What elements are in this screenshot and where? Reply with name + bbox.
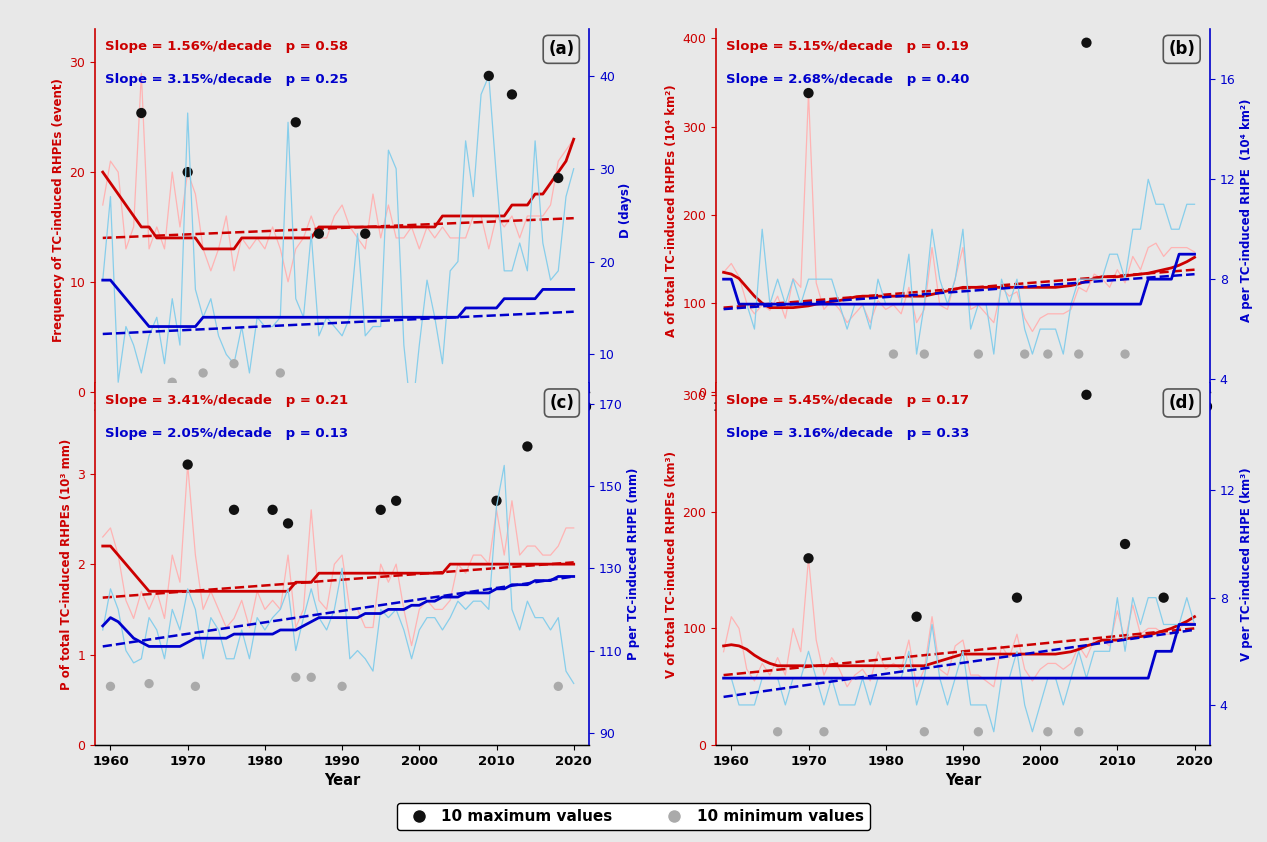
Point xyxy=(487,494,507,508)
Point xyxy=(517,440,537,453)
Point xyxy=(502,88,522,101)
Point xyxy=(1153,591,1173,605)
X-axis label: Year: Year xyxy=(945,774,981,788)
Point xyxy=(224,357,245,370)
Y-axis label: A per TC-induced RHPE  (10⁴ km²): A per TC-induced RHPE (10⁴ km²) xyxy=(1239,99,1253,322)
Text: Slope = 3.15%/decade   p = 0.25: Slope = 3.15%/decade p = 0.25 xyxy=(105,73,348,86)
Text: Slope = 5.45%/decade   p = 0.17: Slope = 5.45%/decade p = 0.17 xyxy=(726,394,969,407)
Point xyxy=(432,385,452,398)
Point xyxy=(549,679,569,693)
Point xyxy=(968,725,988,738)
Point xyxy=(798,87,818,100)
Point xyxy=(1068,725,1088,738)
Legend: 10 maximum values, 10 minimum values: 10 maximum values, 10 minimum values xyxy=(397,803,870,830)
Point xyxy=(915,348,935,361)
Point xyxy=(1076,36,1096,50)
Text: (c): (c) xyxy=(550,394,574,412)
Point xyxy=(906,610,926,623)
Point xyxy=(915,725,935,738)
Point xyxy=(813,725,834,738)
Point xyxy=(370,503,390,516)
Y-axis label: V of total TC-induced RHPEs (km³): V of total TC-induced RHPEs (km³) xyxy=(665,450,678,678)
Y-axis label: P of total TC-induced RHPEs (10³ mm): P of total TC-induced RHPEs (10³ mm) xyxy=(60,439,73,690)
Point xyxy=(386,494,407,508)
Point xyxy=(1038,348,1058,361)
Text: (a): (a) xyxy=(549,40,574,58)
Point xyxy=(1068,348,1088,361)
Point xyxy=(285,115,305,129)
Text: Slope = 3.16%/decade   p = 0.33: Slope = 3.16%/decade p = 0.33 xyxy=(726,427,969,440)
Y-axis label: Frequency of TC-induced RHPEs (event): Frequency of TC-induced RHPEs (event) xyxy=(52,78,66,343)
Text: Slope = 1.56%/decade   p = 0.58: Slope = 1.56%/decade p = 0.58 xyxy=(105,40,348,53)
Point xyxy=(332,679,352,693)
Point xyxy=(968,348,988,361)
Point xyxy=(1115,348,1135,361)
Point xyxy=(162,376,182,389)
Point xyxy=(224,503,245,516)
Point xyxy=(302,670,322,684)
Point xyxy=(277,517,298,530)
X-axis label: Year: Year xyxy=(324,774,360,788)
Point xyxy=(798,552,818,565)
Point xyxy=(883,348,903,361)
Text: Slope = 3.41%/decade   p = 0.21: Slope = 3.41%/decade p = 0.21 xyxy=(105,394,348,407)
Point xyxy=(185,679,205,693)
Point xyxy=(1015,348,1035,361)
Point xyxy=(302,385,322,398)
Y-axis label: D (days): D (days) xyxy=(618,183,632,238)
X-axis label: Year: Year xyxy=(324,420,360,434)
Text: (d): (d) xyxy=(1168,394,1195,412)
Text: Slope = 5.15%/decade   p = 0.19: Slope = 5.15%/decade p = 0.19 xyxy=(726,40,968,53)
Point xyxy=(270,366,290,380)
Point xyxy=(262,503,283,516)
Point xyxy=(309,227,329,241)
Point xyxy=(479,69,499,83)
Point xyxy=(132,106,152,120)
Point xyxy=(549,171,569,184)
Text: Slope = 2.05%/decade   p = 0.13: Slope = 2.05%/decade p = 0.13 xyxy=(105,427,348,440)
Y-axis label: V per TC-induced RHPE (km³): V per TC-induced RHPE (km³) xyxy=(1239,467,1253,661)
Y-axis label: A of total TC-induced RHPEs (10⁴ km²): A of total TC-induced RHPEs (10⁴ km²) xyxy=(665,84,678,337)
X-axis label: Year: Year xyxy=(945,420,981,434)
Point xyxy=(285,670,305,684)
Point xyxy=(1007,591,1028,605)
Point xyxy=(1038,725,1058,738)
Point xyxy=(355,227,375,241)
Point xyxy=(768,725,788,738)
Point xyxy=(177,165,198,179)
Text: (b): (b) xyxy=(1168,40,1195,58)
Y-axis label: P per TC-induced RHPE (mm): P per TC-induced RHPE (mm) xyxy=(627,468,640,660)
Point xyxy=(139,677,160,690)
Point xyxy=(1115,537,1135,551)
Point xyxy=(193,366,213,380)
Point xyxy=(402,413,422,426)
Text: Slope = 2.68%/decade   p = 0.40: Slope = 2.68%/decade p = 0.40 xyxy=(726,73,969,86)
Point xyxy=(177,458,198,472)
Point xyxy=(100,679,120,693)
Point xyxy=(1076,388,1096,402)
